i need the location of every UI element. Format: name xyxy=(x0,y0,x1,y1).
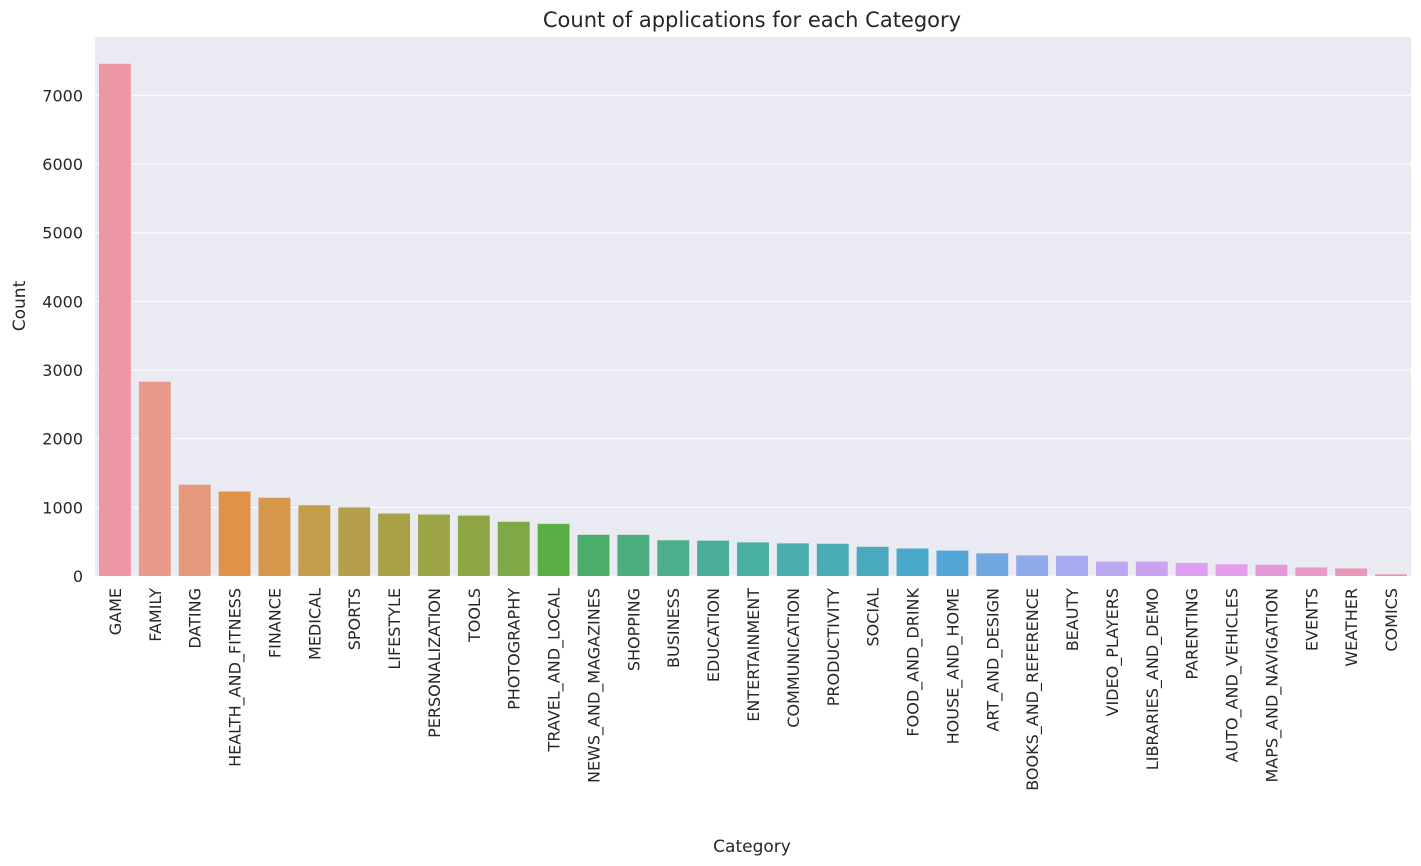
x-tick-label: TOOLS xyxy=(465,588,484,643)
chart-title: Count of applications for each Category xyxy=(543,8,961,32)
x-tick-label: ART_AND_DESIGN xyxy=(983,588,1003,732)
bar-lifestyle xyxy=(378,513,411,576)
bar-sports xyxy=(338,507,371,576)
bar-libraries_and_demo xyxy=(1135,561,1168,576)
x-axis-ticks: GAME FAMILY DATING HEALTH_AND_FITNESS FINANC… xyxy=(106,587,1401,790)
bar-social xyxy=(856,546,889,576)
y-tick-label: 5000 xyxy=(42,224,83,243)
y-tick-label: 3000 xyxy=(42,361,83,380)
bar-photography xyxy=(497,521,530,576)
bar-tools xyxy=(457,515,490,576)
x-tick-label: BUSINESS xyxy=(664,588,683,668)
x-tick-label: FOOD_AND_DRINK xyxy=(904,587,924,736)
bar-productivity xyxy=(816,543,849,576)
x-tick-label: NEWS_AND_MAGAZINES xyxy=(584,588,604,783)
x-tick-label: TRAVEL_AND_LOCAL xyxy=(545,588,565,752)
x-tick-label: PARENTING xyxy=(1183,588,1202,680)
x-tick-label: DATING xyxy=(186,588,205,649)
bar-finance xyxy=(258,497,291,576)
x-axis-label: Category xyxy=(713,837,791,857)
x-tick-label: SPORTS xyxy=(345,588,364,650)
x-tick-label: SHOPPING xyxy=(624,588,643,671)
bar-business xyxy=(657,540,690,576)
bar-entertainment xyxy=(737,542,769,576)
x-tick-label: EVENTS xyxy=(1302,588,1321,651)
bar-dating xyxy=(178,484,211,576)
plot-area xyxy=(95,37,1411,576)
y-tick-label: 6000 xyxy=(42,155,83,174)
x-tick-label: COMICS xyxy=(1382,588,1401,652)
x-tick-label: GAME xyxy=(106,588,125,635)
bar-communication xyxy=(776,543,809,576)
x-tick-label: HEALTH_AND_FITNESS xyxy=(226,588,246,767)
y-tick-label: 4000 xyxy=(42,292,83,311)
bar-video_players xyxy=(1095,561,1128,576)
bar-beauty xyxy=(1056,555,1088,576)
bar-medical xyxy=(298,505,331,576)
bar-auto_and_vehicles xyxy=(1215,564,1248,576)
bar-personalization xyxy=(418,514,450,576)
x-tick-label: WEATHER xyxy=(1342,588,1361,667)
x-tick-label: MAPS_AND_NAVIGATION xyxy=(1262,588,1282,783)
x-tick-label: SOCIAL xyxy=(864,588,883,647)
x-tick-label: ENTERTAINMENT xyxy=(744,588,763,722)
y-axis-ticks: 0 1000 2000 3000 4000 5000 6000 7000 xyxy=(42,86,83,586)
bar-travel_and_local xyxy=(537,523,570,576)
x-tick-label: PRODUCTIVITY xyxy=(824,588,843,706)
y-tick-label: 7000 xyxy=(42,86,83,105)
bar-news_and_magazines xyxy=(577,534,610,576)
x-tick-label: FINANCE xyxy=(265,588,284,658)
x-tick-label: MEDICAL xyxy=(305,588,324,660)
x-tick-label: LIBRARIES_AND_DEMO xyxy=(1143,588,1163,770)
x-tick-label: EDUCATION xyxy=(704,588,723,682)
bars xyxy=(98,63,1408,577)
bar-family xyxy=(138,381,171,576)
bar-house_and_home xyxy=(936,550,969,576)
x-tick-label: VIDEO_PLAYERS xyxy=(1103,588,1123,716)
y-tick-label: 0 xyxy=(73,567,83,586)
bar-game xyxy=(98,63,131,577)
bar-parenting xyxy=(1175,562,1208,576)
bar-books_and_reference xyxy=(1016,555,1049,576)
x-tick-label: HOUSE_AND_HOME xyxy=(943,588,963,744)
bar-weather xyxy=(1335,568,1368,576)
x-tick-label: LIFESTYLE xyxy=(385,588,404,670)
bar-health_and_fitness xyxy=(218,491,251,576)
bar-events xyxy=(1295,567,1328,576)
x-tick-label: PHOTOGRAPHY xyxy=(505,588,524,710)
bar-art_and_design xyxy=(976,553,1009,576)
x-tick-label: BOOKS_AND_REFERENCE xyxy=(1023,588,1043,791)
x-tick-label: FAMILY xyxy=(146,588,165,642)
bar-education xyxy=(697,540,730,576)
x-tick-label: PERSONALIZATION xyxy=(425,588,444,738)
x-tick-label: AUTO_AND_VEHICLES xyxy=(1223,588,1243,762)
y-tick-label: 2000 xyxy=(42,430,83,449)
y-axis-label: Count xyxy=(10,280,30,331)
x-tick-label: BEAUTY xyxy=(1063,588,1082,652)
x-tick-label: COMMUNICATION xyxy=(784,588,803,728)
bar-comics xyxy=(1375,574,1408,576)
bar-shopping xyxy=(617,534,650,576)
y-tick-label: 1000 xyxy=(42,498,83,517)
bar-maps_and_navigation xyxy=(1255,564,1288,576)
bar-food_and_drink xyxy=(896,548,929,576)
